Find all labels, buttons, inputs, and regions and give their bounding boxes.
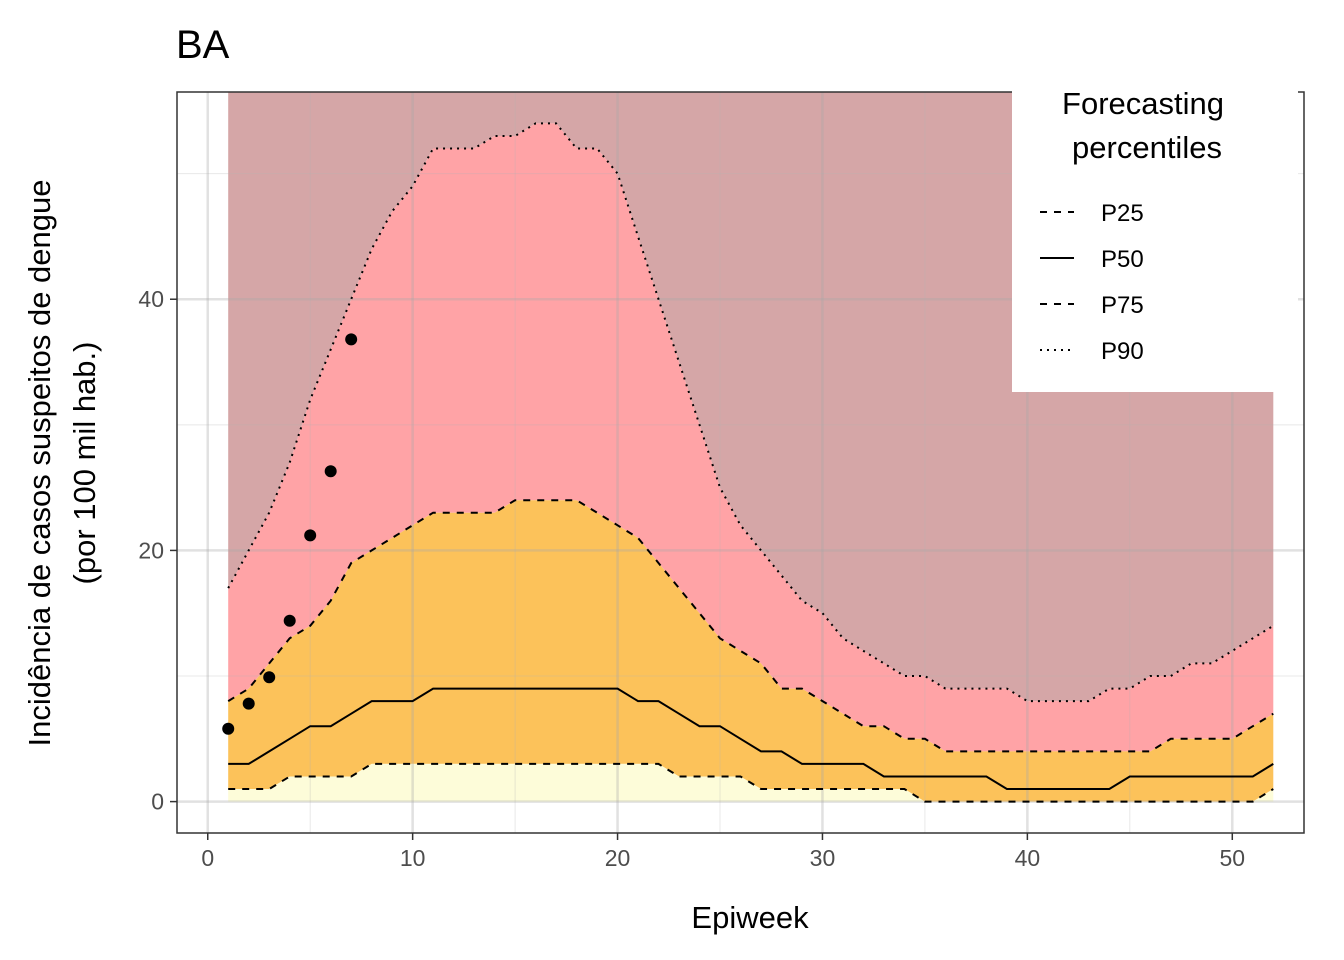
y-tick-label: 40	[138, 286, 164, 312]
y-axis-title-line1: Incidência de casos suspeitos de dengue	[22, 179, 57, 746]
band-p75-p90	[228, 123, 1274, 752]
axis-ticks: 0 10 20 30 40 50 0 20 40	[138, 286, 1245, 871]
observed-point	[242, 697, 255, 710]
band-p25-p75	[228, 500, 1274, 802]
line-p90	[227, 122, 1274, 703]
x-tick-label: 50	[1219, 845, 1245, 871]
x-tick-label: 40	[1015, 845, 1041, 871]
x-tick-label: 30	[810, 845, 836, 871]
x-axis-title: Epiweek	[691, 900, 809, 935]
x-tick-label: 0	[201, 845, 214, 871]
legend-label-p25: P25	[1101, 200, 1144, 227]
x-tick-label: 10	[400, 845, 426, 871]
observed-point	[222, 722, 235, 735]
y-axis-title-line2: (por 100 mil hab.)	[67, 342, 102, 585]
legend-label-p50: P50	[1101, 246, 1144, 273]
band-below-p25	[228, 763, 1274, 802]
line-p50	[228, 687, 1274, 790]
legend-items: P25 P50 P75 P90	[1040, 200, 1144, 365]
observed-point	[263, 671, 276, 684]
y-tick-label: 0	[151, 789, 164, 815]
panel-border	[176, 91, 1305, 834]
x-tick-label: 20	[605, 845, 631, 871]
legend: Forecasting percentiles P25 P50 P75 P90	[1012, 80, 1298, 392]
legend-box	[1012, 80, 1298, 392]
observed-point	[345, 333, 358, 346]
legend-label-p75: P75	[1101, 292, 1144, 319]
y-tick-label: 20	[138, 537, 164, 563]
legend-label-p90: P90	[1101, 338, 1144, 365]
observed-point	[324, 465, 337, 478]
legend-title-line1: Forecasting	[1062, 86, 1224, 121]
line-p25	[228, 762, 1274, 803]
legend-title-line2: percentiles	[1072, 130, 1222, 165]
observed-points	[222, 333, 358, 735]
observed-point	[283, 614, 296, 627]
percentile-lines	[227, 122, 1274, 803]
observed-point	[304, 529, 317, 542]
chart-title: BA	[176, 23, 230, 67]
